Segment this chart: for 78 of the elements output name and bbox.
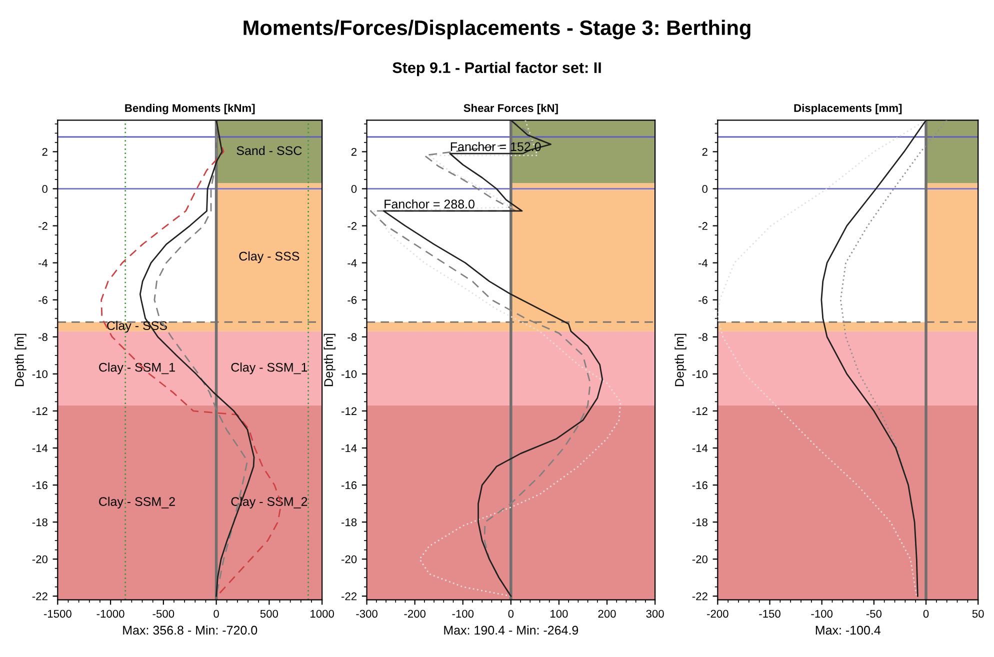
y-tick-label: -10 — [692, 370, 708, 378]
y-tick-label: 2 — [351, 148, 357, 156]
y-tick-label: -12 — [342, 407, 357, 415]
x-tick-label: -150 — [759, 610, 780, 618]
y-tick-label: -20 — [32, 555, 48, 564]
y-tick-label: -6 — [698, 296, 708, 304]
y-tick-label: 2 — [702, 148, 708, 156]
y-axis-title: Depth [m] — [674, 334, 686, 386]
y-tick-label: -16 — [32, 481, 48, 490]
x-axis-title: Max: 190.4 - Min: -264.9 — [444, 625, 578, 635]
y-tick-label: 2 — [42, 148, 48, 156]
x-axis-title: Max: -100.4 — [816, 626, 881, 635]
y-tick-label: -8 — [38, 333, 48, 342]
y-tick-label: -6 — [38, 296, 48, 304]
x-tick-label: -1500 — [44, 610, 72, 618]
annotation: Fanchor = 288.0 — [384, 199, 474, 208]
chart-title: Bending Moments [kNm] — [125, 104, 255, 114]
x-tick-label: -100 — [452, 610, 474, 618]
x-tick-label: -50 — [866, 610, 882, 618]
x-tick-label: -300 — [356, 610, 378, 618]
annotation: Fanchor = 152.0 — [450, 142, 541, 152]
text: Step 9.1 - Partial factor set: II — [392, 62, 601, 76]
y-axis-title: Depth [m] — [14, 334, 26, 386]
band-label: Sand - SSC — [236, 146, 302, 156]
text: Clay - SSS — [239, 251, 300, 264]
y-axis-title: Depth [m] — [324, 334, 336, 386]
y-tick-label: -18 — [32, 518, 48, 526]
y-tick-label: -4 — [348, 259, 357, 267]
y-tick-label: -8 — [698, 333, 708, 342]
x-axis-title: Max: 356.8 - Min: -720.0 — [123, 625, 258, 635]
y-tick-label: -12 — [692, 407, 708, 415]
y-tick-label: -10 — [32, 370, 48, 378]
x-tick-label: 100 — [550, 610, 568, 618]
y-tick-label: -6 — [348, 296, 357, 304]
x-tick-label: 300 — [646, 610, 664, 618]
y-tick-label: -20 — [692, 555, 708, 564]
chart-title: Displacements [mm] — [794, 104, 902, 114]
y-tick-label: 0 — [351, 185, 357, 193]
y-tick-label: -18 — [692, 518, 708, 526]
y-tick-label: -10 — [342, 370, 357, 378]
y-tick-label: -2 — [698, 222, 708, 230]
y-tick-label: -16 — [692, 481, 708, 490]
y-tick-label: -4 — [698, 259, 708, 267]
x-tick-label: -200 — [404, 610, 426, 618]
y-tick-label: -16 — [342, 481, 357, 490]
line-series — [718, 120, 927, 597]
chart-title: Shear Forces [kN] — [464, 104, 558, 114]
x-tick-label: -100 — [811, 610, 833, 618]
y-tick-label: -20 — [342, 555, 357, 564]
text: Clay - SSM_2 — [99, 496, 175, 508]
y-tick-label: -8 — [348, 333, 357, 342]
x-tick-label: 200 — [598, 610, 616, 618]
x-tick-label: 1000 — [310, 610, 334, 618]
line-series — [820, 120, 927, 597]
band-label: Clay - SSM_1 — [231, 362, 308, 374]
y-tick-label: -2 — [38, 222, 48, 230]
x-tick-label: 0 — [508, 610, 514, 618]
x-tick-label: -500 — [152, 610, 174, 618]
text: Moments/Forces/Displacements - Stage 3: Berthing — [244, 20, 750, 40]
y-tick-label: 0 — [42, 185, 48, 193]
y-tick-label: -22 — [692, 592, 708, 600]
y-tick-label: -14 — [32, 444, 48, 452]
y-tick-label: -22 — [32, 592, 48, 600]
y-tick-label: -22 — [342, 592, 357, 600]
y-tick-label: -12 — [32, 407, 48, 415]
x-tick-label: 500 — [260, 610, 278, 618]
y-tick-label: -18 — [342, 518, 357, 526]
x-tick-label: -1000 — [96, 610, 124, 618]
y-tick-label: -14 — [692, 444, 708, 452]
y-tick-label: 0 — [702, 185, 708, 193]
x-tick-label: 0 — [214, 610, 219, 618]
y-tick-label: -2 — [348, 222, 357, 230]
x-tick-label: 50 — [972, 610, 984, 618]
x-tick-label: -200 — [707, 610, 728, 618]
y-tick-label: -4 — [38, 259, 48, 267]
text: Clay - SSM_1 — [99, 362, 175, 374]
y-tick-label: -14 — [342, 444, 357, 452]
x-tick-label: 0 — [923, 610, 929, 618]
